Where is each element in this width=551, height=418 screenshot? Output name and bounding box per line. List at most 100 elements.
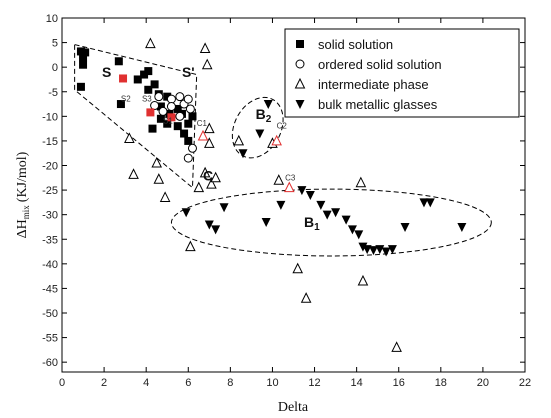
point-series-0 [144, 85, 153, 94]
legend-label: intermediate phase [318, 77, 429, 92]
region-label: S [102, 64, 111, 80]
point-series-3 [375, 245, 385, 255]
y-tick-label: -5 [48, 87, 58, 99]
x-tick-label: 18 [435, 377, 447, 389]
legend-marker [294, 77, 306, 89]
point-series-0 [180, 129, 189, 138]
region-label: S' [182, 64, 195, 80]
x-tick-label: 16 [393, 377, 405, 389]
point-series-0 [79, 53, 88, 62]
x-tick-label: 14 [351, 377, 363, 389]
legend-marker [295, 100, 305, 109]
point-series-1 [154, 92, 164, 102]
svg-text:ΔHmix(KJ/mol): ΔHmix (KJ/mol) [15, 151, 31, 238]
point-series-2 [204, 122, 215, 134]
y-tick-label: -15 [42, 136, 58, 148]
point-series-3 [219, 203, 229, 213]
point-series-3 [276, 200, 286, 210]
point-series-0 [144, 67, 153, 76]
point-series-3 [305, 191, 315, 200]
y-tick-label: 10 [46, 13, 58, 25]
point-series-0 [163, 119, 172, 128]
point-series-3 [362, 245, 372, 255]
point-series-3 [263, 100, 273, 110]
point-series-5 [197, 129, 209, 141]
y-tick-label: -25 [42, 185, 58, 197]
x-tick-label: 0 [59, 377, 65, 389]
y-tick-label: -60 [42, 357, 58, 369]
y-axis: 10 5 0 -5 -10 -15 -20 -25 -30 -35 -40 -45 -50 -55 -60 [42, 13, 525, 369]
point-series-2 [151, 156, 163, 168]
point-series-2 [145, 37, 156, 49]
point-series-0 [114, 57, 123, 66]
point-series-2 [355, 176, 367, 188]
point-series-1 [150, 101, 160, 111]
point-series-1 [185, 104, 195, 114]
point-series-0 [188, 112, 197, 121]
point-series-0 [150, 80, 159, 89]
x-axis-title: Delta [278, 400, 309, 415]
point-series-1 [183, 153, 193, 163]
point-annotation: S3 [142, 95, 152, 104]
point-series-3 [347, 225, 357, 235]
point-series-3 [238, 149, 248, 159]
point-series-1 [166, 102, 176, 111]
point-series-3 [368, 246, 378, 256]
point-series-2 [201, 58, 213, 70]
y-tick-label: 5 [52, 38, 58, 50]
point-series-3 [297, 186, 307, 196]
point-series-3 [387, 245, 397, 255]
region-label-sub: 2 [266, 114, 272, 125]
point-series-2 [210, 171, 221, 183]
point-series-3 [425, 198, 435, 208]
x-tick-label: 8 [227, 377, 233, 389]
point-annotation: S1 [163, 117, 173, 126]
point-series-0 [173, 122, 182, 131]
point-series-2 [185, 240, 196, 252]
region-label-sub: 1 [314, 222, 320, 233]
point-series-3 [457, 222, 467, 232]
point-series-1 [183, 94, 193, 104]
legend-label: ordered solid solution [318, 57, 442, 72]
point-series-2 [273, 174, 285, 185]
point-series-3 [181, 208, 191, 218]
point-series-1 [175, 92, 185, 102]
point-series-3 [261, 218, 271, 228]
point-series-2 [193, 181, 205, 193]
point-series-3 [400, 222, 410, 232]
legend-box [284, 28, 520, 118]
point-series-2 [233, 134, 245, 146]
y-axis-title-main: ΔH [15, 219, 30, 238]
B1-ellipse [170, 188, 492, 257]
region-label: C [203, 167, 213, 183]
point-series-0 [184, 119, 193, 128]
point-series-2 [199, 42, 211, 53]
x-tick-label: 22 [519, 377, 531, 389]
point-series-1 [158, 106, 168, 116]
point-series-0 [140, 70, 149, 79]
point-series-0 [76, 47, 85, 56]
point-annotation: C3 [285, 173, 296, 182]
plot-frame [61, 17, 526, 373]
point-series-3 [381, 247, 391, 257]
point-series-0 [81, 48, 90, 57]
point-series-0 [163, 92, 172, 101]
y-tick-label: 0 [52, 62, 58, 74]
point-series-3 [331, 208, 341, 218]
point-series-2 [206, 178, 217, 189]
S-region-boundary [74, 43, 198, 189]
point-series-5 [271, 134, 282, 146]
point-series-0 [148, 124, 157, 133]
point-series-2 [357, 274, 369, 286]
y-axis-title-unit: (KJ/mol) [15, 151, 30, 202]
point-series-3 [211, 225, 221, 235]
point-series-0 [184, 136, 193, 145]
data-points [76, 37, 467, 352]
point-series-3 [316, 200, 326, 210]
y-tick-label: -30 [42, 210, 58, 222]
point-series-2 [159, 191, 171, 202]
x-tick-label: 12 [308, 377, 320, 389]
point-series-0 [133, 75, 142, 84]
legend-label: bulk metallic glasses [318, 97, 438, 112]
point-annotation: S2 [121, 95, 131, 104]
